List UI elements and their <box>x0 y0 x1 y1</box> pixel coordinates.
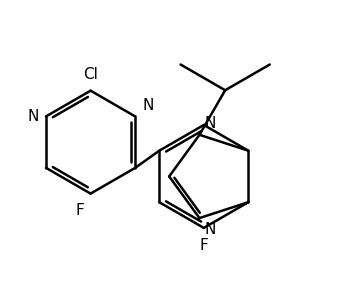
Text: N: N <box>204 117 216 131</box>
Text: F: F <box>76 203 85 218</box>
Text: Cl: Cl <box>83 67 98 82</box>
Text: N: N <box>204 221 216 237</box>
Text: F: F <box>199 238 208 252</box>
Text: N: N <box>28 109 39 124</box>
Text: N: N <box>142 98 153 113</box>
